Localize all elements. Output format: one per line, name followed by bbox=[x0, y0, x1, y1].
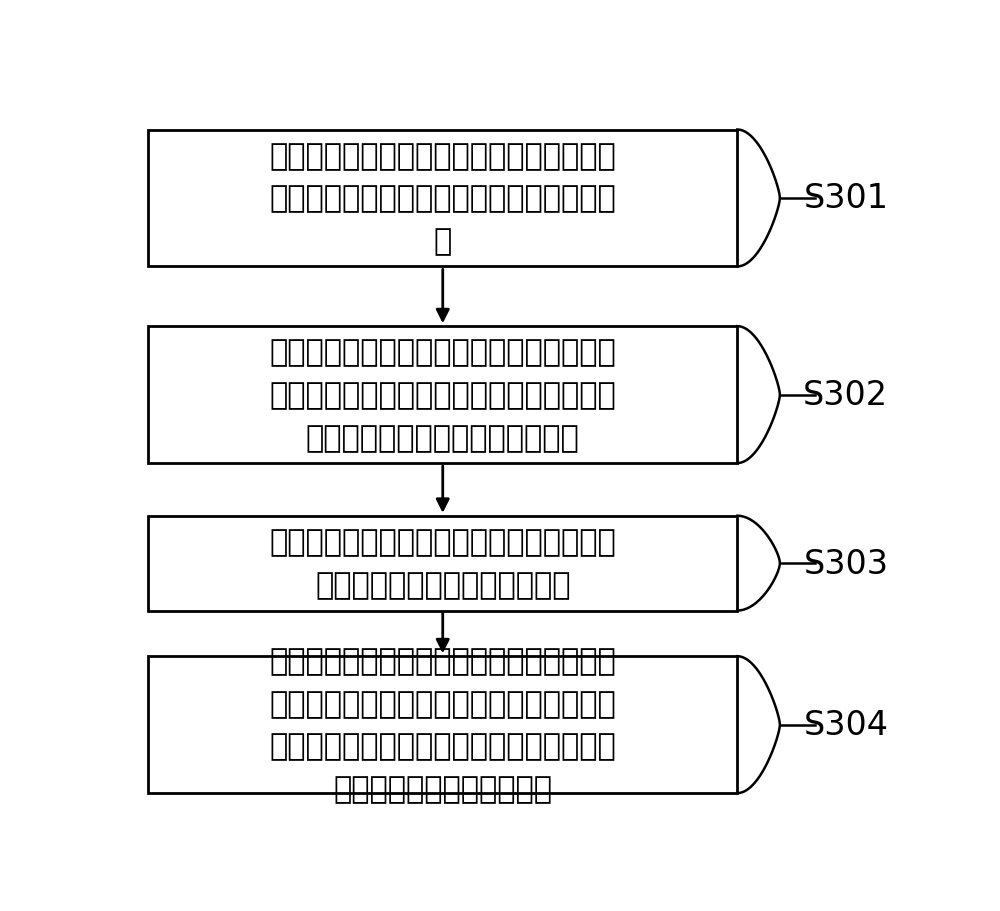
Text: 对分割出的点云，利用二维相机和三维相机
的标定关系，将分割出的点云的三维坐标映
射成物品的二维图像上的二维坐标: 对分割出的点云，利用二维相机和三维相机 的标定关系，将分割出的点云的三维坐标映 … bbox=[269, 338, 616, 453]
Text: 从堆叠物品的点云数据中分割出最上面一层
物品的点云，并获取分割出的点云的三维坐
标: 从堆叠物品的点云数据中分割出最上面一层 物品的点云，并获取分割出的点云的三维坐 … bbox=[269, 141, 616, 256]
FancyBboxPatch shape bbox=[148, 327, 737, 464]
FancyBboxPatch shape bbox=[148, 130, 737, 267]
Text: S301: S301 bbox=[803, 182, 888, 215]
Text: S302: S302 bbox=[803, 379, 888, 412]
FancyBboxPatch shape bbox=[148, 517, 737, 611]
Text: S304: S304 bbox=[803, 709, 888, 742]
Text: S303: S303 bbox=[803, 547, 888, 580]
Text: 根据识别到的物品的二维坐标获取对应的点
云的三维坐标，并根据获取的点云的三维坐
标计算识别到的物品的中心位置和端拾器的
抓取姿态，以进行物品抓取: 根据识别到的物品的二维坐标获取对应的点 云的三维坐标，并根据获取的点云的三维坐 … bbox=[269, 646, 616, 804]
Text: 根据二维坐标从物品的二维图像中抠出对应
区域，并在区域内进行物品识别: 根据二维坐标从物品的二维图像中抠出对应 区域，并在区域内进行物品识别 bbox=[269, 527, 616, 599]
FancyBboxPatch shape bbox=[148, 657, 737, 793]
